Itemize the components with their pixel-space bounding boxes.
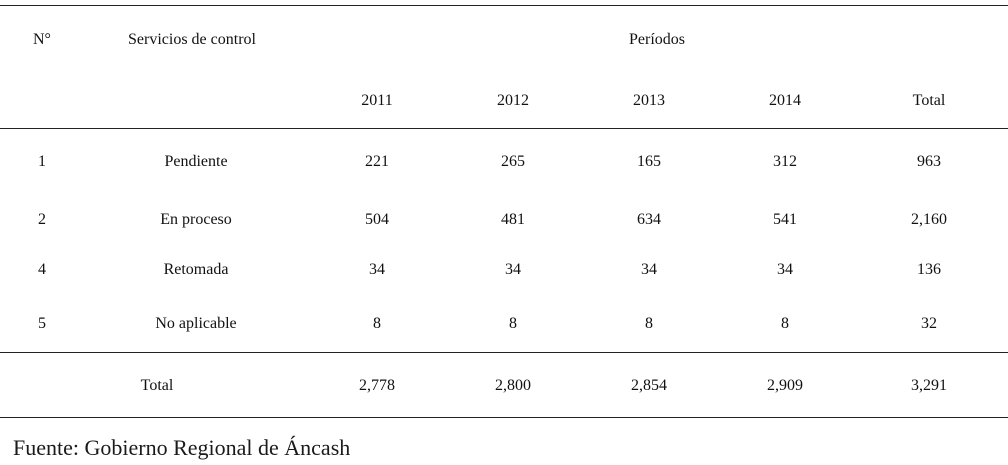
total-cell: 2,778 — [359, 377, 395, 394]
table-cell: 221 — [365, 153, 389, 170]
table-cell: 504 — [365, 211, 389, 228]
total-cell: 2,909 — [767, 377, 803, 394]
table-cell: 481 — [501, 211, 525, 228]
table-cell: 34 — [369, 261, 385, 278]
table-cell: 34 — [777, 261, 793, 278]
table-cell: 963 — [917, 153, 941, 170]
row-label: No aplicable — [155, 315, 237, 332]
table-cell: 34 — [505, 261, 521, 278]
bottom-rule — [0, 417, 1008, 418]
year-header: 2012 — [497, 92, 529, 109]
row-num: 5 — [38, 315, 46, 332]
table-cell: 634 — [637, 211, 661, 228]
header-periods: Períodos — [629, 31, 685, 48]
table-cell: 8 — [509, 315, 517, 332]
total-cell: 2,854 — [631, 377, 667, 394]
year-header: 2013 — [633, 92, 665, 109]
year-header: 2014 — [769, 92, 801, 109]
total-cell: 2,800 — [495, 377, 531, 394]
top-rule — [0, 5, 1008, 6]
total-header: Total — [912, 92, 946, 109]
table-cell: 32 — [921, 315, 937, 332]
table-cell: 541 — [773, 211, 797, 228]
header-num: N° — [33, 31, 51, 48]
header-service: Servicios de control — [128, 31, 256, 48]
year-header: 2011 — [361, 92, 393, 109]
row-num: 2 — [38, 211, 46, 228]
total-rule — [0, 352, 1008, 353]
table-cell: 265 — [501, 153, 525, 170]
row-label: Retomada — [163, 261, 229, 278]
row-label: Pendiente — [164, 153, 228, 170]
row-num: 1 — [38, 153, 46, 170]
source-caption: Fuente: Gobierno Regional de Áncash — [13, 435, 351, 460]
total-cell: 3,291 — [911, 377, 947, 394]
table-cell: 34 — [641, 261, 657, 278]
table-cell: 136 — [917, 261, 941, 278]
total-label: Total — [140, 377, 174, 394]
row-label: En proceso — [160, 211, 232, 228]
header-rule — [0, 128, 1008, 129]
table-cell: 8 — [781, 315, 789, 332]
table-cell: 2,160 — [911, 211, 947, 228]
table-cell: 165 — [637, 153, 661, 170]
table-cell: 8 — [645, 315, 653, 332]
row-num: 4 — [38, 261, 46, 278]
table-cell: 312 — [773, 153, 797, 170]
table-cell: 8 — [373, 315, 381, 332]
